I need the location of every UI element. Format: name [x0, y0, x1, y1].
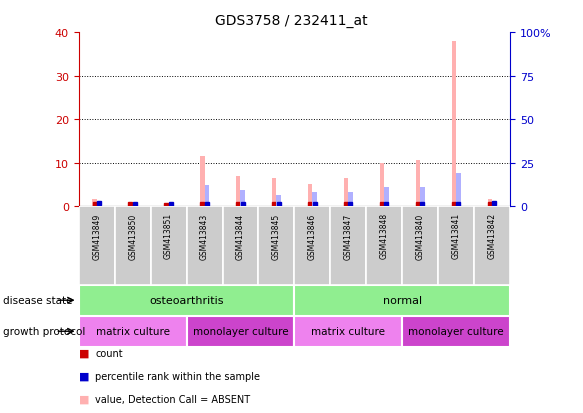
- Bar: [384, 188, 389, 206]
- Text: GSM413845: GSM413845: [272, 213, 281, 259]
- Bar: [92, 200, 97, 206]
- Bar: [272, 178, 276, 206]
- Text: ■: ■: [79, 394, 89, 404]
- Text: GSM413844: GSM413844: [236, 213, 245, 259]
- Bar: [128, 203, 132, 206]
- Text: GSM413840: GSM413840: [416, 213, 425, 259]
- Bar: [416, 161, 420, 206]
- Bar: [164, 204, 168, 206]
- Text: percentile rank within the sample: percentile rank within the sample: [95, 371, 260, 381]
- Bar: [402, 316, 510, 347]
- Text: monolayer culture: monolayer culture: [408, 326, 504, 337]
- Text: GSM413851: GSM413851: [164, 213, 173, 259]
- Bar: [187, 206, 223, 285]
- Bar: [492, 202, 497, 206]
- Text: value, Detection Call = ABSENT: value, Detection Call = ABSENT: [95, 394, 250, 404]
- Bar: [132, 205, 137, 206]
- Bar: [223, 206, 258, 285]
- Bar: [294, 285, 510, 316]
- Text: GSM413849: GSM413849: [92, 213, 101, 259]
- Bar: [438, 206, 474, 285]
- Bar: [366, 206, 402, 285]
- Bar: [456, 173, 461, 206]
- Text: growth protocol: growth protocol: [3, 326, 85, 337]
- Text: normal: normal: [382, 295, 422, 306]
- Text: GSM413850: GSM413850: [128, 213, 137, 259]
- Bar: [488, 200, 492, 206]
- Bar: [200, 157, 205, 206]
- Bar: [79, 285, 294, 316]
- Bar: [294, 316, 402, 347]
- Text: GSM413848: GSM413848: [380, 213, 389, 259]
- Text: matrix culture: matrix culture: [96, 326, 170, 337]
- Bar: [258, 206, 294, 285]
- Text: disease state: disease state: [3, 295, 72, 306]
- Bar: [79, 316, 187, 347]
- Text: ■: ■: [79, 371, 89, 381]
- Bar: [349, 192, 353, 206]
- Text: ■: ■: [79, 348, 89, 358]
- Bar: [79, 206, 115, 285]
- Text: count: count: [95, 348, 122, 358]
- Text: GSM413841: GSM413841: [452, 213, 461, 259]
- Bar: [402, 206, 438, 285]
- Bar: [331, 206, 366, 285]
- Bar: [205, 186, 209, 206]
- Bar: [308, 185, 312, 206]
- Text: GSM413843: GSM413843: [200, 213, 209, 259]
- Bar: [474, 206, 510, 285]
- Bar: [312, 192, 317, 206]
- Text: matrix culture: matrix culture: [311, 326, 385, 337]
- Bar: [168, 205, 173, 206]
- Bar: [115, 206, 150, 285]
- Bar: [187, 316, 294, 347]
- Text: GSM413842: GSM413842: [487, 213, 497, 259]
- Bar: [276, 195, 281, 206]
- Bar: [344, 178, 349, 206]
- Text: GSM413847: GSM413847: [344, 213, 353, 259]
- Bar: [97, 203, 101, 206]
- Text: monolayer culture: monolayer culture: [192, 326, 289, 337]
- Bar: [294, 206, 331, 285]
- Bar: [420, 188, 424, 206]
- Bar: [150, 206, 187, 285]
- Text: GSM413846: GSM413846: [308, 213, 317, 259]
- Bar: [452, 42, 456, 206]
- Text: GDS3758 / 232411_at: GDS3758 / 232411_at: [215, 14, 368, 28]
- Text: osteoarthritis: osteoarthritis: [149, 295, 224, 306]
- Bar: [240, 191, 245, 206]
- Bar: [236, 176, 241, 206]
- Bar: [380, 164, 384, 206]
